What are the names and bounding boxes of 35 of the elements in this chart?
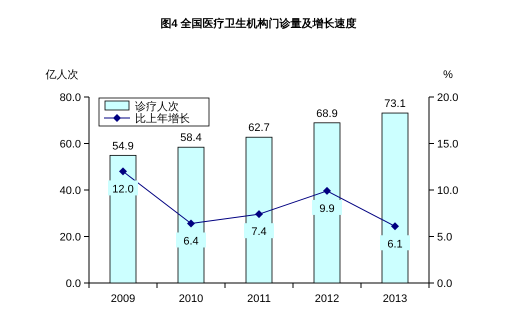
x-tick-label: 2009 xyxy=(110,293,136,305)
point xyxy=(323,186,331,195)
data-label: 62.7 xyxy=(248,122,270,134)
y-tick-label: 20.0 xyxy=(60,232,81,244)
point xyxy=(119,167,127,176)
y2-tick-label: 20.0 xyxy=(437,92,458,104)
data-label: 6.1 xyxy=(387,238,403,250)
x-tick-label: 2012 xyxy=(314,293,340,305)
x-tick-label: 2010 xyxy=(178,293,204,305)
data-label: 7.4 xyxy=(251,226,267,238)
legend-label: 诊疗人次 xyxy=(135,100,179,113)
point xyxy=(255,210,263,218)
y-tick-label: 60.0 xyxy=(60,138,81,150)
data-label: 9.9 xyxy=(319,202,335,215)
point xyxy=(391,222,399,230)
chart-title: 图4 全国医疗卫生机构门诊量及增长速度 xyxy=(160,17,357,30)
x-tick-label: 2013 xyxy=(382,293,408,305)
y2-tick-label: 15.0 xyxy=(437,138,458,150)
y2-tick-label: 10.0 xyxy=(437,185,458,197)
y-tick-label: 80.0 xyxy=(60,92,81,104)
y-tick-label: 0.0 xyxy=(66,278,81,290)
y2-axis-title: % xyxy=(443,69,454,81)
data-label: 58.4 xyxy=(180,132,202,144)
y-axis-title: 亿人次 xyxy=(44,69,78,81)
data-label: 12.0 xyxy=(112,183,134,196)
y2-tick-label: 5.0 xyxy=(437,232,452,244)
y-tick-label: 40.0 xyxy=(60,185,81,197)
data-label: 54.9 xyxy=(112,140,134,152)
x-tick-label: 2011 xyxy=(247,293,271,305)
data-label: 6.4 xyxy=(183,235,199,248)
data-label: 68.9 xyxy=(316,108,338,120)
point xyxy=(187,219,195,228)
y2-tick-label: 0.0 xyxy=(437,278,452,290)
legend-label: 比上年增长 xyxy=(135,112,190,125)
data-label: 73.1 xyxy=(384,98,406,110)
